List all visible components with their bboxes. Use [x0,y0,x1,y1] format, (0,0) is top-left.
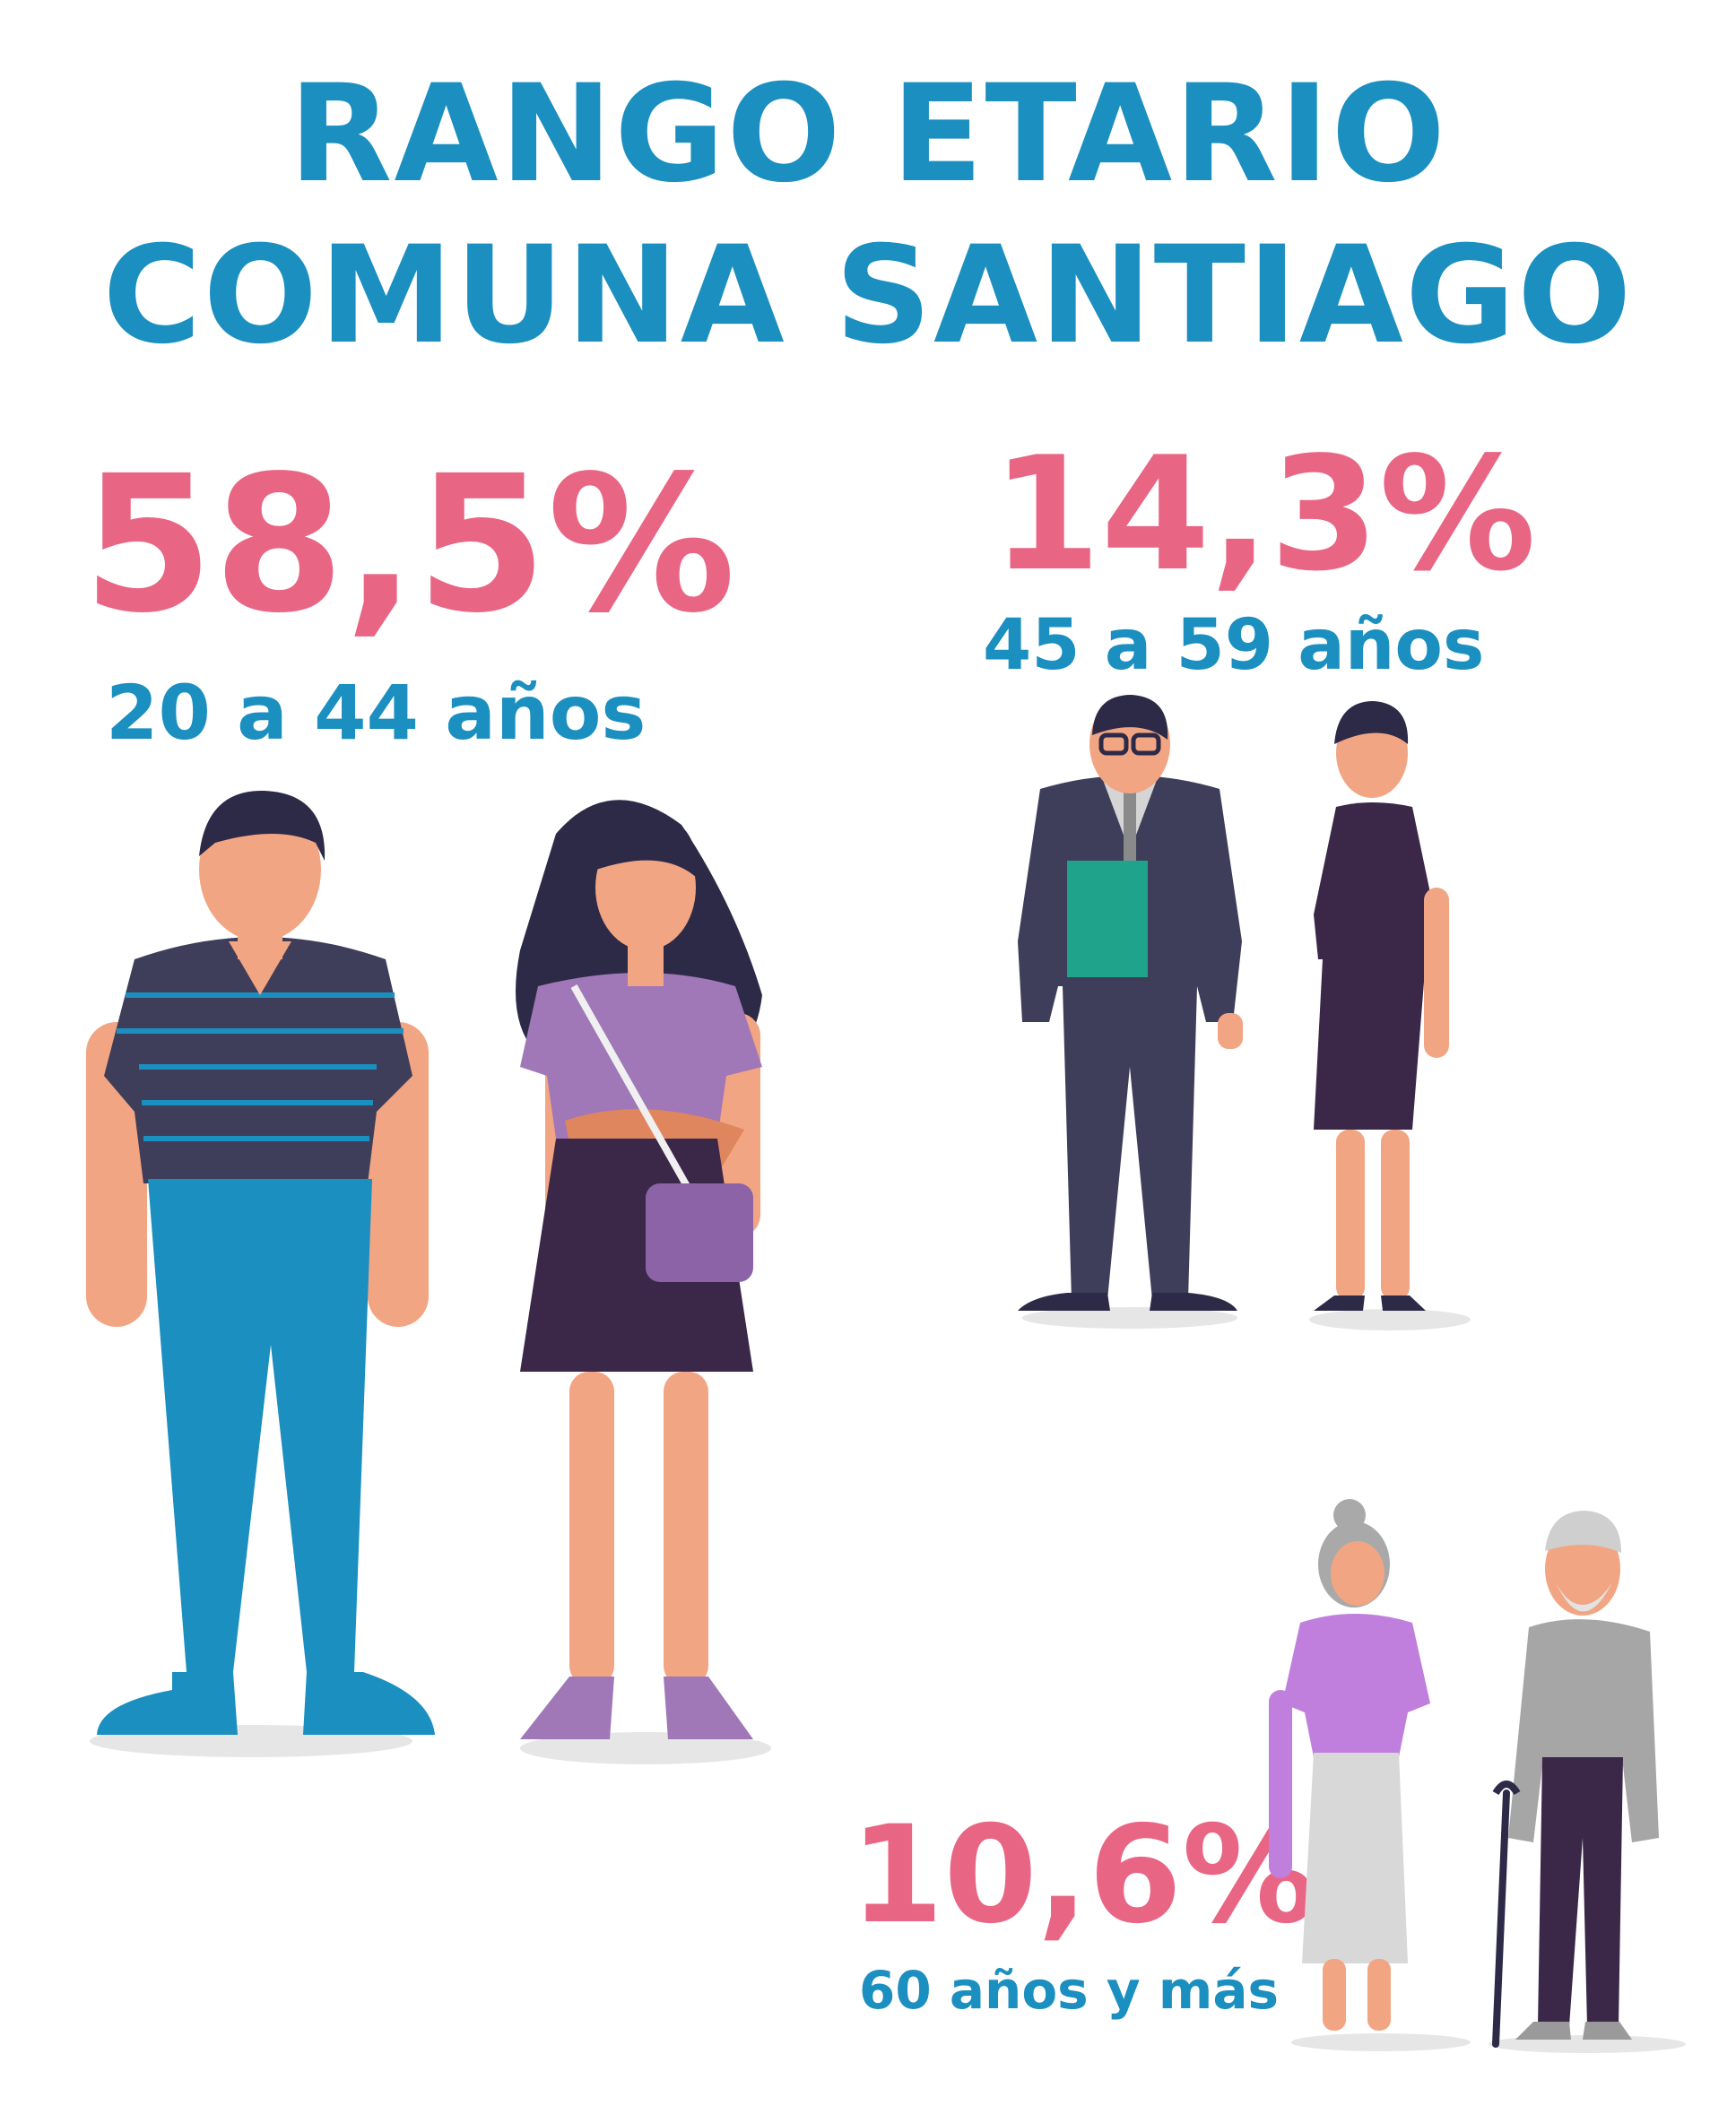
man-in-suit-figure [1018,695,1243,1311]
woman-in-dress-figure [1314,701,1449,1311]
range-45-59: 45 a 59 años [983,605,1485,686]
percent-45-59: 14,3% [992,424,1537,606]
range-60-plus: 60 años y más [859,1960,1279,2021]
title-line-1: RANGO ETARIO [288,56,1448,212]
percent-20-44: 58,5% [82,435,736,654]
young-man-figure [86,790,435,1735]
range-20-44: 20 a 44 años [106,669,647,757]
title-line-2: COMUNA SANTIAGO [102,218,1634,374]
elderly-woman-figure [1269,1499,1430,2031]
elderly-couple-icon [1269,1499,1686,2053]
percent-60-plus: 10,6% [850,1798,1317,1954]
middle-aged-adults-icon [1018,695,1471,1330]
elderly-man-figure [1492,1511,1659,2048]
young-woman-figure [516,800,762,1739]
young-adults-icon [86,790,771,1764]
